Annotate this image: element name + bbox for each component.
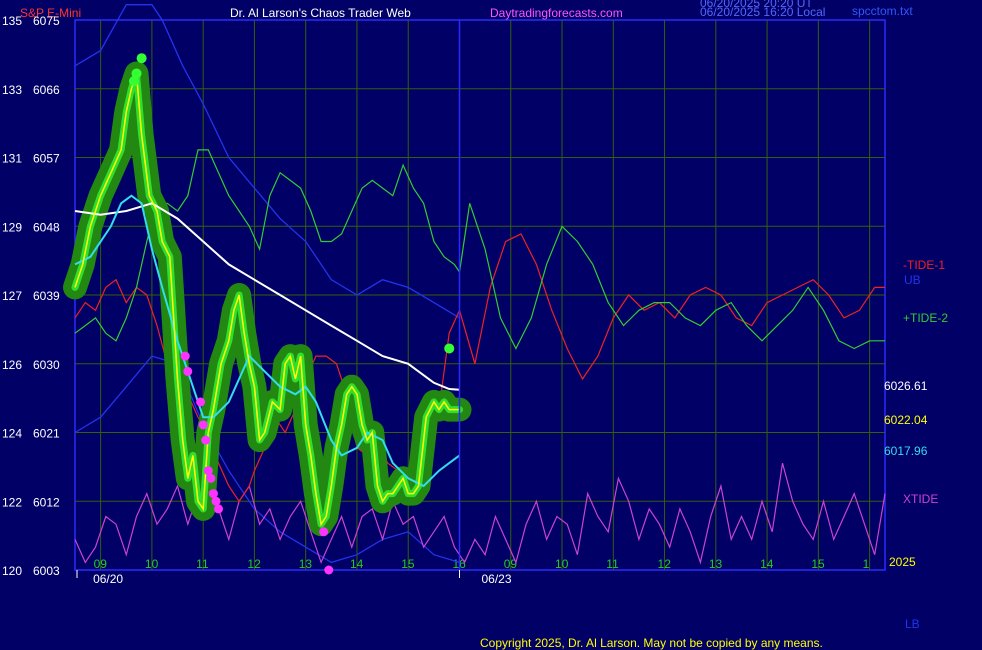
pivot-dot [183, 366, 193, 376]
label-lb: LB [905, 617, 920, 631]
pivot-dot [196, 397, 206, 407]
data-filename: spcctom.txt [852, 4, 913, 18]
pivot-dot [201, 435, 211, 445]
peak-dot [131, 68, 142, 79]
tide2-line [74, 149, 885, 350]
pivot-dot [319, 527, 329, 537]
fast-ma-line [74, 194, 461, 488]
y-tick-label-left: 127 [2, 289, 22, 303]
site-link[interactable]: Daytradingforecasts.com [490, 6, 623, 20]
x-tick-label: 11 [606, 557, 619, 571]
y-tick-label-left: 131 [2, 152, 22, 166]
x-tick-label: 14 [760, 557, 774, 571]
x-tick-label: 15 [811, 557, 825, 571]
peak-dot [444, 343, 455, 354]
label-year: 2025 [889, 555, 916, 569]
x-tick-label: 12 [247, 557, 261, 571]
bands-layer [74, 4, 460, 564]
x-tick-label: 1 [863, 557, 870, 571]
x-tick-label: 13 [709, 557, 723, 571]
x-axis-labels: 091011121314151609101112131415106/2006/2… [76, 557, 870, 586]
peak-dot [136, 53, 147, 64]
x-tick-label: 10 [555, 557, 569, 571]
pivot-dot [208, 489, 218, 499]
copyright: Copyright 2025, Dr. Al Larson. May not b… [480, 636, 823, 650]
pivot-dot [324, 565, 334, 575]
slow-ma-line [74, 202, 460, 391]
pivot-dot [206, 473, 216, 483]
y-tick-label-price: 6066 [33, 83, 60, 97]
y-tick-label-left: 120 [2, 564, 22, 578]
pivot-dots-layer [128, 53, 455, 575]
x-tick-label: 11 [196, 557, 209, 571]
y-tick-label-price: 6075 [33, 14, 60, 28]
y-tick-label-price: 6012 [33, 495, 60, 509]
y-axis-labels: 135 6075 133 6066 131 6057 129 6048 127 6039 126 60… [2, 14, 60, 578]
lower-band-line [74, 355, 460, 564]
label-price-value: 6022.04 [884, 413, 928, 427]
grid-lines [75, 20, 885, 570]
y-tick-label-left: 129 [2, 220, 22, 234]
label-slow-ma-value: 6026.61 [884, 379, 928, 393]
x-tick-label: 09 [504, 557, 518, 571]
y-tick-label-left: 122 [2, 495, 22, 509]
pivot-dot [180, 351, 190, 361]
label-fast-ma-value: 6017.96 [884, 444, 928, 458]
timestamp-ut: 06/20/2025 20:20 UT [700, 0, 813, 10]
y-tick-label-left: 124 [2, 427, 22, 441]
pivot-dot [214, 504, 224, 514]
x-date-label: 06/23 [481, 572, 511, 586]
timestamp-local: 06/20/2025 16:20 Local [700, 5, 825, 19]
pivot-dot [211, 496, 221, 506]
x-date-label: 06/20 [93, 572, 123, 586]
x-tick-label: 10 [145, 557, 159, 571]
label-tide1: -TIDE-1 [903, 258, 945, 272]
label-tide2: +TIDE-2 [903, 311, 948, 325]
y-tick-label-left: 135 [2, 14, 22, 28]
x-tick-label: 15 [401, 557, 415, 571]
pivot-dot [203, 466, 213, 476]
y-tick-label-left: 126 [2, 358, 22, 372]
symbol-title: S&P E-Mini [20, 6, 81, 20]
price-layer [74, 73, 461, 527]
y-tick-label-price: 6030 [33, 358, 60, 372]
x-tick-label: 09 [94, 557, 108, 571]
y-tick-label-price: 6021 [33, 427, 60, 441]
y-tick-label-price: 6057 [33, 152, 60, 166]
x-tick-label: 13 [299, 557, 313, 571]
price-line [74, 73, 460, 527]
y-tick-label-price: 6048 [33, 220, 60, 234]
label-ub: UB [904, 273, 921, 287]
y-tick-label-price: 6039 [33, 289, 60, 303]
pivot-dot [198, 420, 208, 430]
label-xtide: XTIDE [903, 492, 938, 506]
chart-title: Dr. Al Larson's Chaos Trader Web [230, 6, 411, 20]
upper-band-line [74, 4, 460, 319]
x-tick-label: 12 [658, 557, 672, 571]
y-tick-label-left: 133 [2, 83, 22, 97]
peak-dot [128, 76, 139, 87]
x-tick-label: 14 [350, 557, 364, 571]
y-tick-label-price: 6003 [33, 564, 60, 578]
